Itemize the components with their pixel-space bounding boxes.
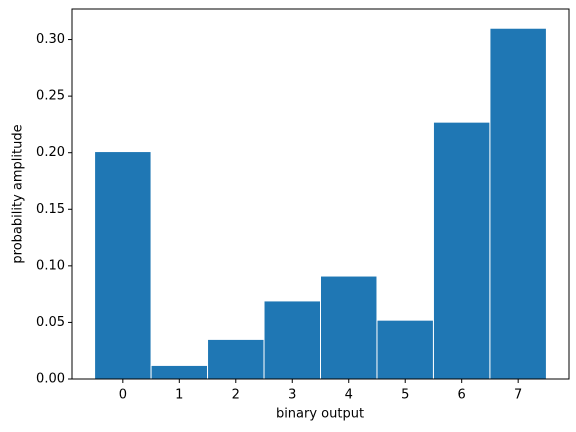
y-axis-label: probability amplitude (11, 124, 26, 263)
x-tick-label: 6 (458, 388, 466, 403)
y-tick-label: 0.15 (36, 202, 65, 217)
y-tick-label: 0.30 (36, 32, 65, 47)
bar (376, 319, 434, 380)
bar (263, 300, 322, 380)
bar (432, 121, 491, 380)
y-tick-label: 0.00 (36, 372, 65, 387)
y-tick-label: 0.10 (36, 258, 65, 273)
bar (489, 27, 547, 380)
bar (207, 338, 265, 380)
x-tick-label: 4 (345, 388, 353, 403)
x-tick-label: 0 (119, 388, 127, 403)
y-tick-label: 0.25 (36, 89, 65, 104)
x-axis-label: binary output (276, 407, 364, 422)
x-tick-label: 3 (288, 388, 296, 403)
x-tick-label: 5 (401, 388, 409, 403)
y-tick-label: 0.20 (36, 145, 65, 160)
bar (320, 275, 378, 380)
y-tick-label: 0.05 (36, 315, 65, 330)
bar (94, 151, 152, 380)
x-tick-label: 7 (514, 388, 522, 403)
x-tick-label: 1 (175, 388, 183, 403)
bar (150, 364, 209, 380)
plot-frame (71, 8, 570, 380)
x-tick-label: 2 (232, 388, 240, 403)
